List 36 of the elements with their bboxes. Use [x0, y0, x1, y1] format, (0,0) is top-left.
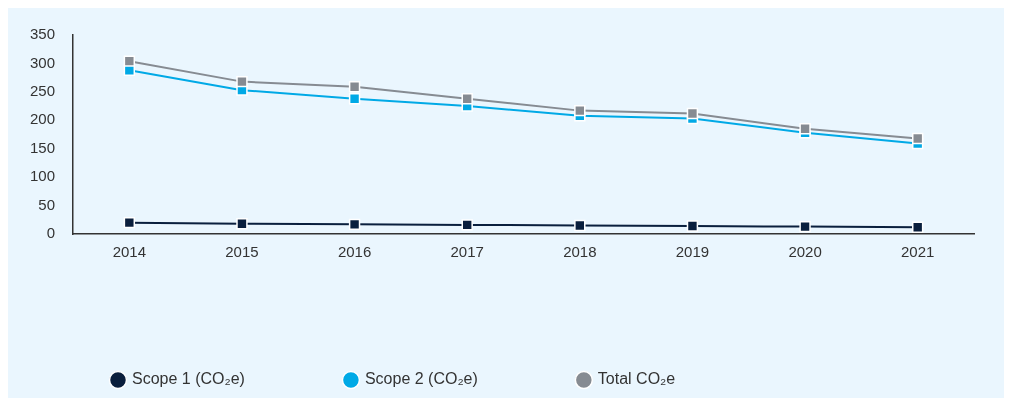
point — [348, 218, 361, 231]
y-tick-label: 50 — [38, 195, 56, 213]
point — [911, 132, 924, 145]
point — [236, 75, 248, 88]
legend-label: Scope 1 (CO₂e) — [132, 370, 245, 388]
point — [123, 55, 136, 67]
x-tick-label: 2014 — [112, 243, 147, 261]
point — [461, 219, 473, 231]
y-tick-label: 100 — [30, 167, 56, 185]
legend-label: Total CO₂e — [597, 370, 676, 388]
y-tick-label: 300 — [30, 53, 56, 71]
point — [461, 92, 473, 105]
point — [686, 107, 699, 120]
y-tick-label: 350 — [30, 25, 56, 43]
y-tick-label: 250 — [30, 82, 56, 99]
point — [348, 81, 361, 93]
y-tick-label: 150 — [30, 138, 56, 156]
point — [574, 219, 586, 232]
point — [799, 220, 811, 233]
x-tick-label: 2016 — [337, 243, 372, 261]
x-tick-label: 2019 — [675, 243, 710, 261]
legend-label: Scope 2 (CO₂e) — [364, 370, 478, 388]
point — [236, 218, 248, 230]
x-tick-label: 2018 — [563, 243, 597, 261]
point — [123, 216, 136, 229]
x-tick-label: 2021 — [901, 243, 935, 261]
point — [348, 92, 361, 105]
y-tick-label: 0 — [46, 224, 56, 242]
point — [574, 104, 586, 117]
point — [911, 221, 924, 233]
point — [686, 220, 699, 232]
point — [799, 123, 811, 135]
y-tick-label: 200 — [30, 110, 56, 128]
x-tick-label: 2020 — [788, 243, 822, 261]
x-tick-label: 2015 — [225, 243, 259, 261]
x-tick-label: 2017 — [450, 243, 484, 261]
